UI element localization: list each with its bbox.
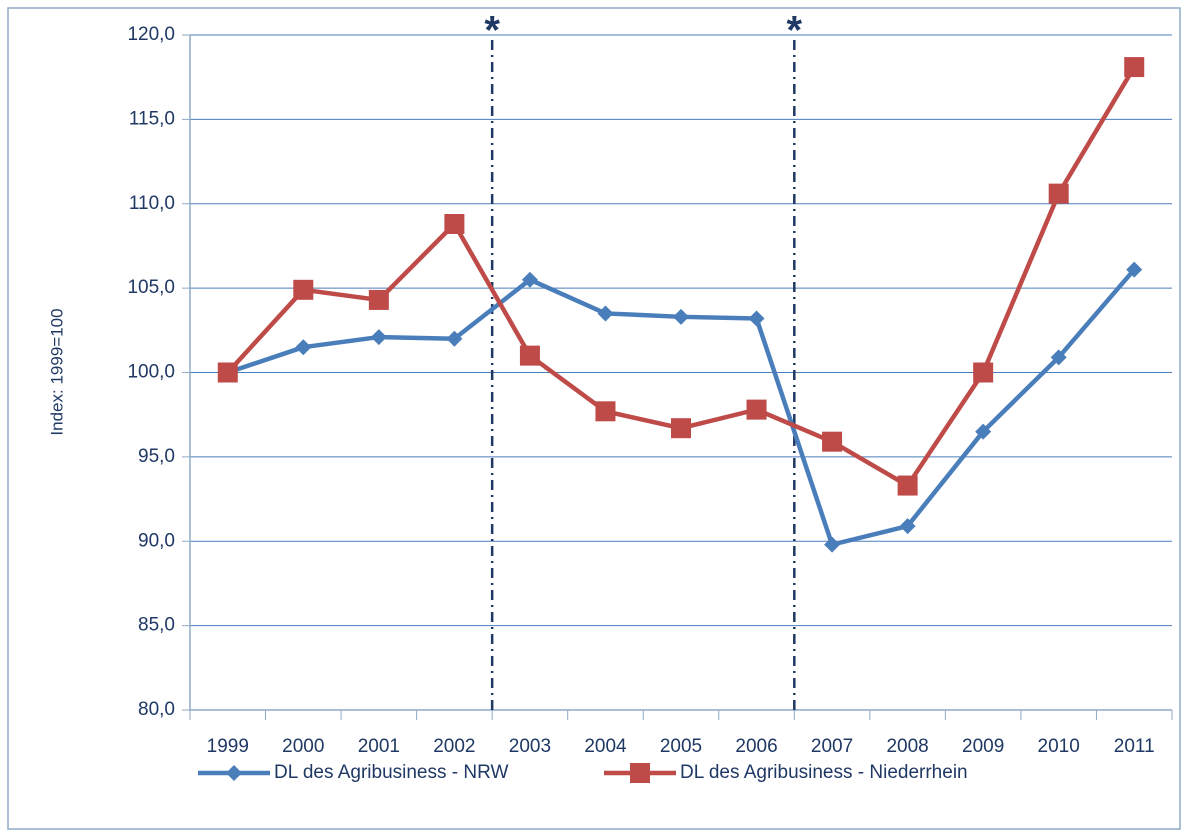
data-point: [295, 339, 312, 356]
y-tick-label: 90,0: [138, 530, 175, 551]
data-point: [746, 399, 767, 420]
x-tick-label: 2009: [962, 736, 1004, 757]
y-tick-label: 100,0: [127, 362, 175, 383]
data-point: [822, 431, 843, 452]
data-point: [595, 401, 616, 422]
y-tick-label: 95,0: [138, 446, 175, 467]
data-point: [673, 308, 689, 325]
chart-frame: [7, 7, 1181, 830]
y-axis-label: Index: 1999=100: [47, 308, 66, 435]
data-point: [671, 418, 691, 439]
annotation: *: [787, 9, 803, 53]
x-tick-label: 2008: [886, 736, 928, 757]
data-point: [444, 214, 465, 234]
data-point: [973, 362, 994, 383]
y-tick-label: 80,0: [138, 699, 175, 720]
annotation: *: [484, 9, 500, 53]
data-point: [824, 536, 841, 553]
x-tick-label: 2003: [509, 736, 551, 757]
y-tick-label: 115,0: [129, 108, 175, 129]
data-point: [748, 310, 765, 327]
data-point: [1050, 349, 1067, 366]
x-tick-label: 1999: [207, 736, 249, 757]
x-tick-label: 2005: [660, 736, 702, 757]
data-point: [368, 289, 389, 310]
x-tick-label: 2007: [811, 736, 853, 757]
legend-label: DL des Agribusiness - NRW: [274, 762, 508, 783]
data-point: [370, 329, 387, 346]
data-point: [293, 279, 314, 300]
data-point: [897, 475, 918, 496]
legend-marker: [226, 765, 242, 781]
data-point: [521, 271, 538, 288]
data-point: [519, 345, 540, 366]
legend-label: DL des Agribusiness - Niederrhein: [680, 762, 968, 783]
x-tick-label: 2001: [358, 736, 400, 757]
x-tick-label: 2010: [1038, 736, 1080, 757]
x-tick-label: 2011: [1114, 736, 1155, 757]
x-tick-label: 2006: [735, 736, 777, 757]
data-point: [446, 330, 463, 347]
x-tick-label: 2002: [433, 736, 475, 757]
data-point: [899, 518, 916, 535]
y-tick-label: 105,0: [127, 277, 175, 298]
data-point: [1124, 57, 1145, 78]
x-tick-label: 2000: [282, 736, 324, 757]
y-tick-label: 85,0: [138, 615, 175, 636]
data-point: [1048, 183, 1069, 204]
data-point: [217, 362, 238, 383]
data-point: [975, 423, 992, 440]
legend-marker: [630, 763, 650, 783]
y-tick-label: 120,0: [127, 24, 175, 45]
data-point: [1126, 261, 1143, 278]
x-tick-label: 2004: [584, 736, 627, 757]
y-tick-label: 110,0: [129, 193, 175, 214]
data-point: [597, 305, 614, 322]
